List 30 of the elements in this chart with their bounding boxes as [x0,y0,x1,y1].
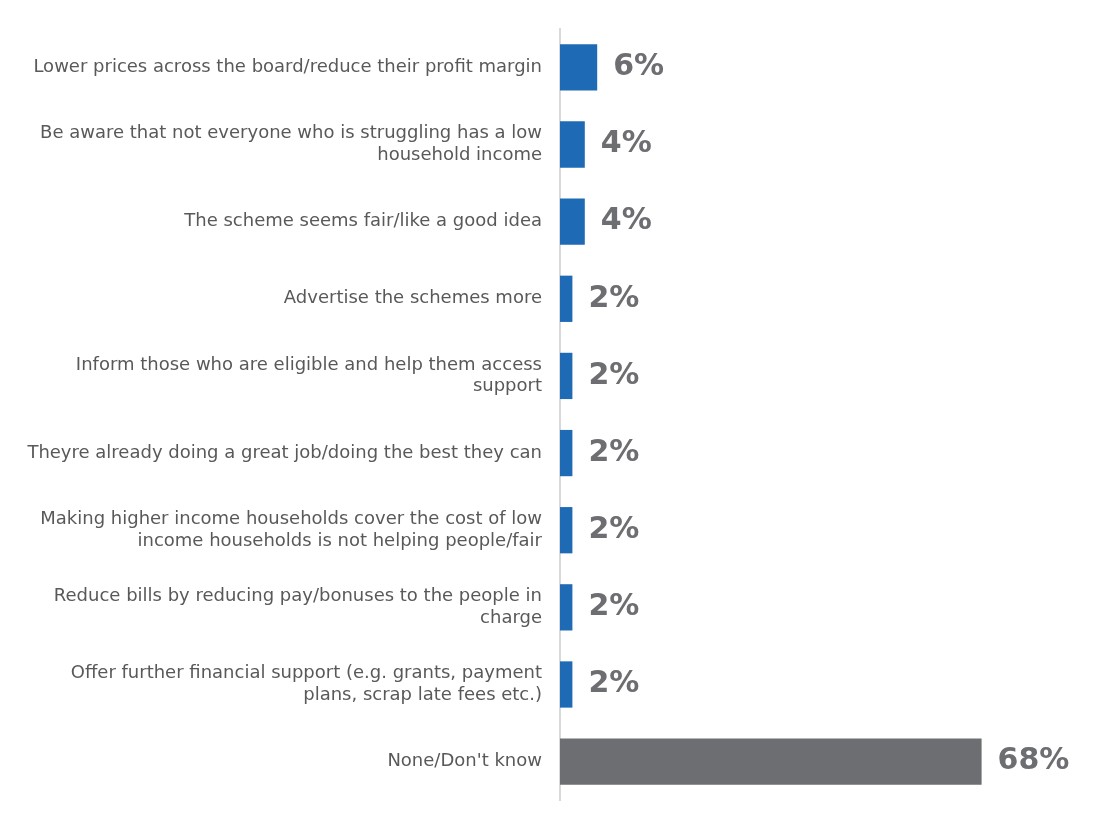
bar [560,429,573,477]
data-label: 68% [997,741,1070,777]
y-tick-label: Reduce bills by reducing pay/bonuses to the people in charge [53,584,542,627]
data-label: 2% [588,587,640,623]
bar [560,44,598,91]
bar [560,121,585,168]
bar [560,661,573,708]
bar [560,198,585,245]
data-label: 2% [588,355,640,391]
data-label: 2% [588,510,640,546]
bar [560,738,982,785]
y-tick-label: The scheme seems fair/like a good idea [183,209,542,231]
data-label: 6% [613,47,665,83]
y-tick-label: None/Don't know [387,749,542,771]
y-tick-label: Making higher income households cover the cost of low income households is not helping people/fair [40,507,543,550]
y-tick-label: Offer further financial support (e.g. grants, payment plans, scrap late fees etc.) [70,661,542,704]
bar [560,507,573,554]
bar [560,275,573,322]
y-tick-label: Inform those who are eligible and help them access support [75,352,542,396]
data-label: 2% [588,278,640,314]
y-tick-label: Theyre already doing a great job/doing the best they can [26,440,542,462]
data-label: 4% [600,201,652,237]
data-label: 2% [588,432,640,468]
data-label: 4% [600,124,652,160]
y-tick-label: Lower prices across the board/reduce their profit margin [33,55,542,77]
bar [560,352,573,400]
bar [560,584,573,631]
data-label: 2% [588,664,640,700]
y-tick-label: Advertise the schemes more [283,286,542,308]
y-tick-label: Be aware that not everyone who is struggling has a low household income [40,121,542,164]
